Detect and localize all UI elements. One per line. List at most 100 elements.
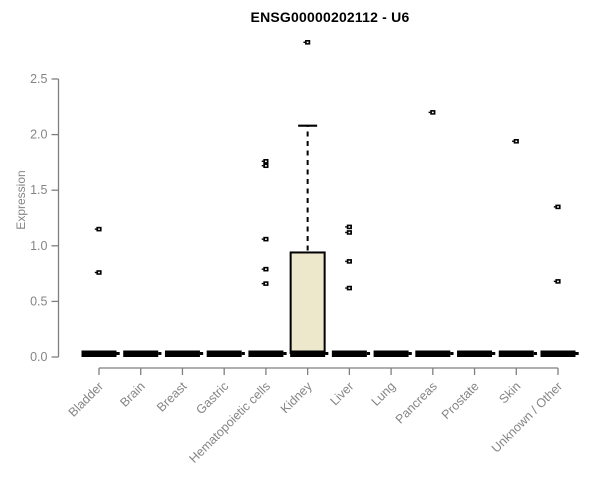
zero-bar-end-nub xyxy=(492,352,496,355)
zero-median-bar xyxy=(331,350,367,357)
x-axis-label-unknown-other: Unknown / Other xyxy=(489,379,565,455)
outlier-point-nub xyxy=(345,287,347,289)
zero-bar-end-nub xyxy=(575,352,579,355)
outlier-point-hole xyxy=(557,280,559,283)
outlier-point-hole xyxy=(265,282,267,285)
zero-bar-end-nub xyxy=(450,352,454,355)
zero-bar-end-nub xyxy=(116,352,120,355)
x-axis-label-liver: Liver xyxy=(327,379,356,408)
outlier-point-hole xyxy=(306,41,309,44)
outlier-point-nub xyxy=(94,228,97,230)
zero-bar-end-nub xyxy=(199,352,204,355)
x-axis-label-skin: Skin xyxy=(496,379,523,406)
outlier-point xyxy=(345,259,352,264)
outlier-point-nub xyxy=(261,160,264,162)
outlier-point-nub xyxy=(345,260,347,263)
box-group-unknown-other xyxy=(540,204,579,357)
outlier-point-nub xyxy=(261,238,264,240)
y-axis-tick-label: 2.0 xyxy=(30,128,47,142)
y-axis-tick-label: 1.0 xyxy=(30,239,47,253)
outlier-point xyxy=(303,40,311,45)
box-group-hematopoietic-cells xyxy=(248,158,287,357)
outlier-point xyxy=(261,281,269,286)
outlier-point-hole xyxy=(98,228,100,230)
box-group-kidney xyxy=(289,40,329,357)
outlier-point-hole xyxy=(265,160,267,163)
outlier-point-hole xyxy=(348,231,351,234)
outlier-point-nub xyxy=(303,41,306,44)
outlier-point-hole xyxy=(265,238,267,240)
zero-bar-end-nub xyxy=(533,352,537,355)
outlier-point xyxy=(261,236,269,242)
box-group-bladder xyxy=(81,226,120,357)
zero-bar-end-nub xyxy=(241,352,245,355)
zero-median-bar xyxy=(373,350,409,357)
outlier-point-nub xyxy=(345,226,347,228)
zero-median-bar xyxy=(415,350,451,357)
chart-title: ENSG00000202112 - U6 xyxy=(250,9,410,25)
outlier-point-nub xyxy=(428,111,431,114)
zero-median-bar xyxy=(206,350,242,357)
outlier-point-nub xyxy=(553,280,556,283)
outlier-point xyxy=(345,224,352,230)
outlier-point xyxy=(553,204,561,210)
zero-median-bar xyxy=(81,350,117,357)
outlier-point-nub xyxy=(94,271,97,274)
box-group-prostate xyxy=(457,350,496,357)
zero-median-bar xyxy=(164,350,200,357)
outlier-point-hole xyxy=(431,111,434,114)
zero-bar-end-nub xyxy=(325,352,329,355)
zero-median-bar xyxy=(248,350,284,357)
zero-bar-end-nub xyxy=(408,352,412,355)
box-group-pancreas xyxy=(415,110,454,357)
box-group-gastric xyxy=(206,350,245,357)
x-axis-label-bladder: Bladder xyxy=(66,379,106,419)
zero-median-bar xyxy=(123,350,159,357)
x-axis-label-brain: Brain xyxy=(117,379,148,410)
outlier-point-nub xyxy=(261,282,264,285)
box-group-liver xyxy=(331,224,371,357)
y-axis-tick-label: 2.5 xyxy=(30,72,47,86)
box-group-skin xyxy=(498,138,537,357)
iqr-box xyxy=(289,251,326,354)
x-axis-label-prostate: Prostate xyxy=(439,379,482,422)
outlier-point-hole xyxy=(265,268,267,270)
x-axis-label-kidney: Kidney xyxy=(278,379,315,416)
x-axis-label-breast: Breast xyxy=(154,379,190,415)
outlier-point xyxy=(345,285,352,291)
outlier-point xyxy=(94,226,102,232)
outlier-point-nub xyxy=(261,268,264,270)
outlier-point-hole xyxy=(348,287,351,289)
box-group-lung xyxy=(373,350,412,357)
outlier-point xyxy=(94,270,102,275)
zero-median-bar xyxy=(540,350,576,357)
outlier-point-nub xyxy=(345,231,347,234)
x-axis-label-gastric: Gastric xyxy=(193,379,231,417)
outlier-point-hole xyxy=(265,165,267,167)
outlier-point-nub xyxy=(553,206,556,208)
outlier-point xyxy=(261,266,269,272)
outlier-point-hole xyxy=(348,260,351,263)
outlier-point xyxy=(261,158,269,164)
zero-bar-end-nub xyxy=(366,352,371,355)
outlier-point-hole xyxy=(515,140,518,143)
y-axis: 0.0 0.5 1.0 1.5 2.0 2.5 xyxy=(30,72,60,364)
zero-bar-end-nub xyxy=(158,352,162,355)
zero-bar-end-nub xyxy=(283,352,287,355)
x-axis-label-lung: Lung xyxy=(369,379,399,409)
zero-median-bar xyxy=(498,350,534,357)
outlier-point xyxy=(428,110,436,115)
box-group-breast xyxy=(164,350,204,357)
outlier-point xyxy=(261,163,269,169)
y-axis-tick-label: 0.5 xyxy=(30,294,47,308)
zero-median-bar xyxy=(457,350,493,357)
zero-median-bar xyxy=(290,350,326,357)
outlier-point-hole xyxy=(98,271,100,274)
outlier-point-hole xyxy=(557,206,559,208)
y-axis-tick-label: 0.0 xyxy=(30,350,47,364)
outlier-point-nub xyxy=(261,165,264,167)
x-axis-label-hematopoietic-cells: Hematopoietic cells xyxy=(186,379,273,466)
